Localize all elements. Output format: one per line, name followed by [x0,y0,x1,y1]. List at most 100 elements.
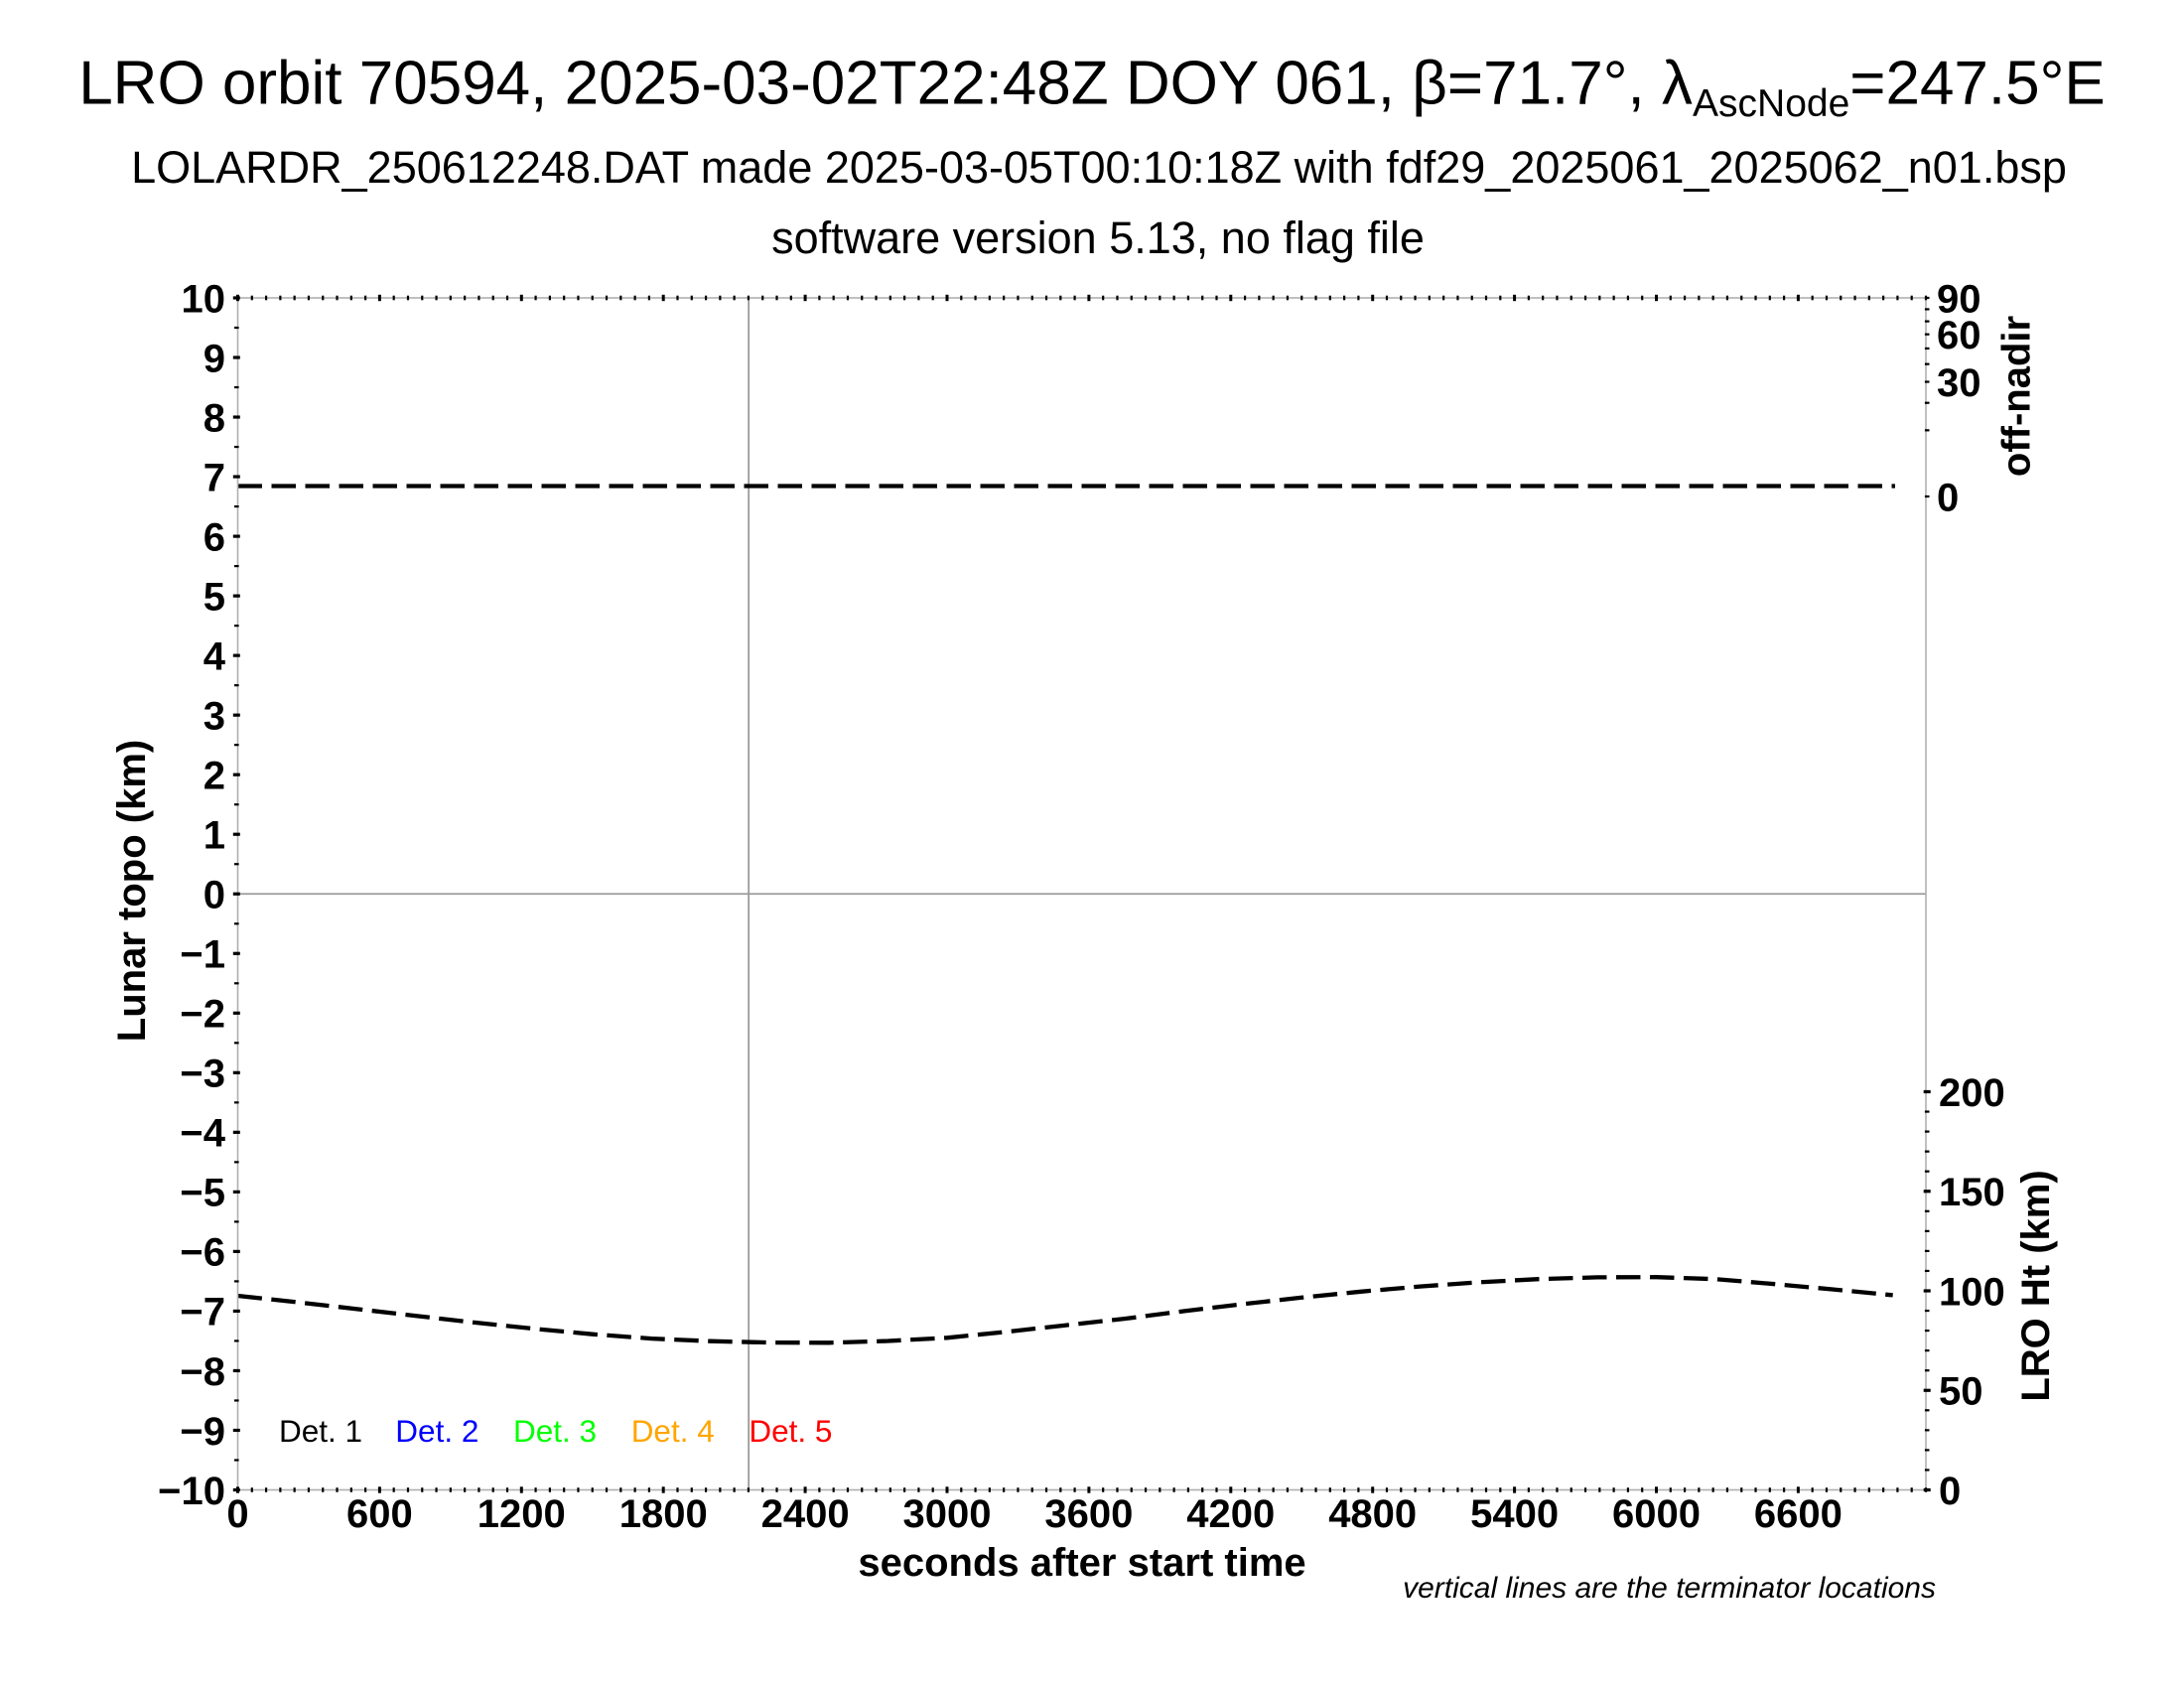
x-minor-tick [619,1487,622,1492]
x-minor-tick-top [605,295,609,301]
lro-ht-major-tick [1923,1190,1931,1194]
y-tick-label: −4 [180,1112,225,1156]
x-minor-tick [1867,1487,1870,1492]
y-major-tick [232,1309,240,1314]
plot-grid-layer [237,298,1926,1490]
x-minor-tick-top [1343,295,1346,301]
y-minor-tick [234,863,239,866]
x-minor-tick [435,1487,438,1492]
x-minor-tick [1896,1487,1899,1492]
x-minor-tick-top [676,295,679,301]
y-major-tick [232,892,240,896]
x-minor-tick-top [1768,295,1771,301]
y-minor-tick [234,1459,239,1462]
x-minor-tick-top [761,295,764,301]
x-major-tick [377,1486,381,1493]
off-nadir-tick-label: 0 [1937,476,1959,519]
x-minor-tick [534,1487,537,1492]
x-minor-tick [917,1487,920,1492]
lro-ht-minor-tick [1924,1170,1930,1173]
y-axis-title-left: Lunar topo (km) [110,740,154,1042]
x-minor-tick [1102,1487,1105,1492]
x-minor-tick [1754,1487,1757,1492]
y-minor-tick [234,1101,239,1104]
lro-ht-minor-tick [1924,1150,1930,1153]
x-minor-tick [406,1487,410,1492]
x-minor-tick-top [1570,295,1572,301]
legend-item: Det. 2 [395,1413,478,1449]
y-major-tick [232,713,240,717]
y-major-tick [232,296,240,300]
lro-ht-major-tick [1923,1089,1931,1094]
x-minor-tick [888,1487,891,1492]
x-minor-tick [1172,1487,1175,1492]
plot-curves-layer [237,484,1895,1345]
x-major-tick-top [519,294,523,302]
x-major-tick-top [945,294,949,302]
x-minor-tick-top [1853,295,1856,301]
x-minor-tick-top [960,295,963,301]
y-tick-label: −10 [158,1470,225,1513]
x-minor-tick [349,1487,352,1492]
x-minor-tick-top [1073,295,1076,301]
x-minor-tick [1357,1487,1360,1492]
x-major-tick-top [1087,294,1091,302]
x-minor-tick-top [1840,295,1843,301]
x-minor-tick-top [1527,295,1530,301]
x-minor-tick-top [1385,295,1389,301]
lro-ht-minor-tick [1924,1409,1930,1412]
x-minor-tick-top [1144,295,1148,301]
x-minor-tick-top [875,295,878,301]
x-minor-tick-top [1542,295,1545,301]
x-minor-tick-top [619,295,622,301]
y-minor-tick [234,385,239,389]
x-minor-tick [1201,1487,1204,1492]
x-minor-tick-top [1059,295,1062,301]
x-minor-tick [563,1487,566,1492]
x-minor-tick [1003,1487,1006,1492]
x-minor-tick-top [1698,295,1701,301]
x-minor-tick [747,1487,751,1492]
x-minor-tick [974,1487,977,1492]
x-minor-tick [719,1487,722,1492]
x-minor-tick [591,1487,594,1492]
x-minor-tick-top [832,295,835,301]
x-minor-tick-top [449,295,452,301]
x-minor-tick [1130,1487,1133,1492]
x-minor-tick-top [1003,295,1006,301]
x-minor-tick-top [789,295,792,301]
x-tick-label: 3000 [903,1492,992,1536]
x-minor-tick-top [988,295,991,301]
x-major-tick-top [1371,294,1375,302]
x-minor-tick [1073,1487,1076,1492]
x-minor-tick-top [464,295,467,301]
legend-item: Det. 5 [749,1413,832,1449]
legend-item: Det. 3 [513,1413,597,1449]
y-minor-tick [234,1280,239,1283]
x-minor-tick-top [704,295,708,301]
x-major-tick [1087,1486,1091,1493]
y-minor-tick [234,445,239,449]
x-minor-tick-top [1442,295,1445,301]
x-minor-tick [505,1487,509,1492]
y-major-tick [232,475,240,479]
x-minor-tick-top [1272,295,1275,301]
y-major-tick [232,832,240,836]
x-minor-tick [264,1487,268,1492]
x-minor-tick-top [264,295,268,301]
lro-ht-minor-tick [1924,1229,1930,1232]
x-minor-tick-top [322,295,325,301]
x-major-tick [519,1486,523,1493]
x-minor-tick-top [1783,295,1786,301]
x-minor-tick [1598,1487,1601,1492]
x-minor-tick [421,1487,424,1492]
x-minor-tick-top [747,295,751,301]
lro-ht-major-tick [1923,1289,1931,1293]
x-minor-tick-top [861,295,864,301]
x-tick-label: 6000 [1612,1492,1701,1536]
x-minor-tick [988,1487,991,1492]
x-major-tick [945,1486,949,1493]
x-major-tick [1654,1486,1658,1493]
off-nadir-tick [1924,347,1930,351]
